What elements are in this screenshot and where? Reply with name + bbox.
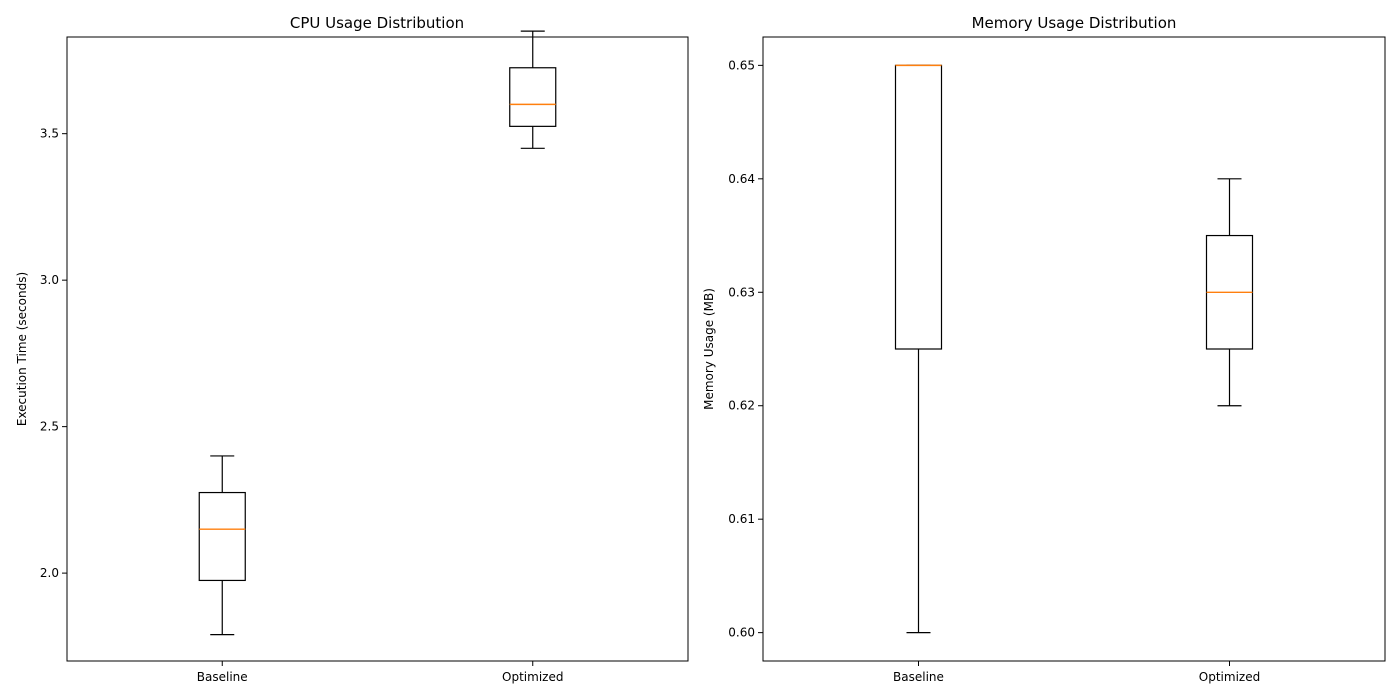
memory-axes-frame: [762, 36, 1386, 662]
cpu-y-tick-label: 3.5: [40, 127, 59, 141]
cpu-y-tick-label: 2.0: [40, 566, 59, 580]
memory-box-baseline: [894, 64, 943, 634]
memory-y-tick-label: 0.65: [728, 58, 755, 72]
cpu-box-baseline: [198, 455, 246, 636]
cpu-x-tick-label: Optimized: [502, 670, 563, 684]
memory-x-tick-label: Baseline: [893, 670, 944, 684]
memory-chart-panel: Memory Usage Distribution Memory Usage (…: [702, 14, 1386, 684]
cpu-ticks: Baseline Optimized 2.0 2.5 3.0 3.5: [40, 127, 564, 684]
cpu-iqr-box: [198, 491, 246, 582]
cpu-x-tick-label: Baseline: [197, 670, 248, 684]
memory-iqr-box: [894, 64, 943, 350]
cpu-y-tick-label: 3.0: [40, 273, 59, 287]
memory-ticks: Baseline Optimized 0.60 0.61 0.62 0.63 0.64 0.6…: [728, 58, 1260, 684]
memory-y-tick-label: 0.61: [728, 512, 755, 526]
memory-x-tick-label: Optimized: [1199, 670, 1260, 684]
cpu-iqr-box: [509, 67, 557, 127]
cpu-chart-panel: CPU Usage Distribution Execution Time (s…: [15, 14, 689, 684]
cpu-chart-title: CPU Usage Distribution: [290, 14, 464, 32]
memory-chart-title: Memory Usage Distribution: [972, 14, 1177, 32]
memory-y-axis-label: Memory Usage (MB): [702, 288, 716, 410]
memory-y-tick-label: 0.62: [728, 399, 755, 413]
cpu-y-tick-label: 2.5: [40, 420, 59, 434]
cpu-axes-frame: [66, 36, 689, 662]
memory-box-marks: [894, 64, 1254, 634]
memory-y-tick-label: 0.63: [728, 285, 755, 299]
cpu-box-marks: [198, 30, 557, 636]
cpu-box-optimized: [509, 30, 557, 149]
memory-y-tick-label: 0.64: [728, 172, 755, 186]
memory-box-optimized: [1205, 178, 1254, 407]
cpu-y-axis-label: Execution Time (seconds): [15, 272, 29, 426]
memory-y-tick-label: 0.60: [728, 626, 755, 640]
